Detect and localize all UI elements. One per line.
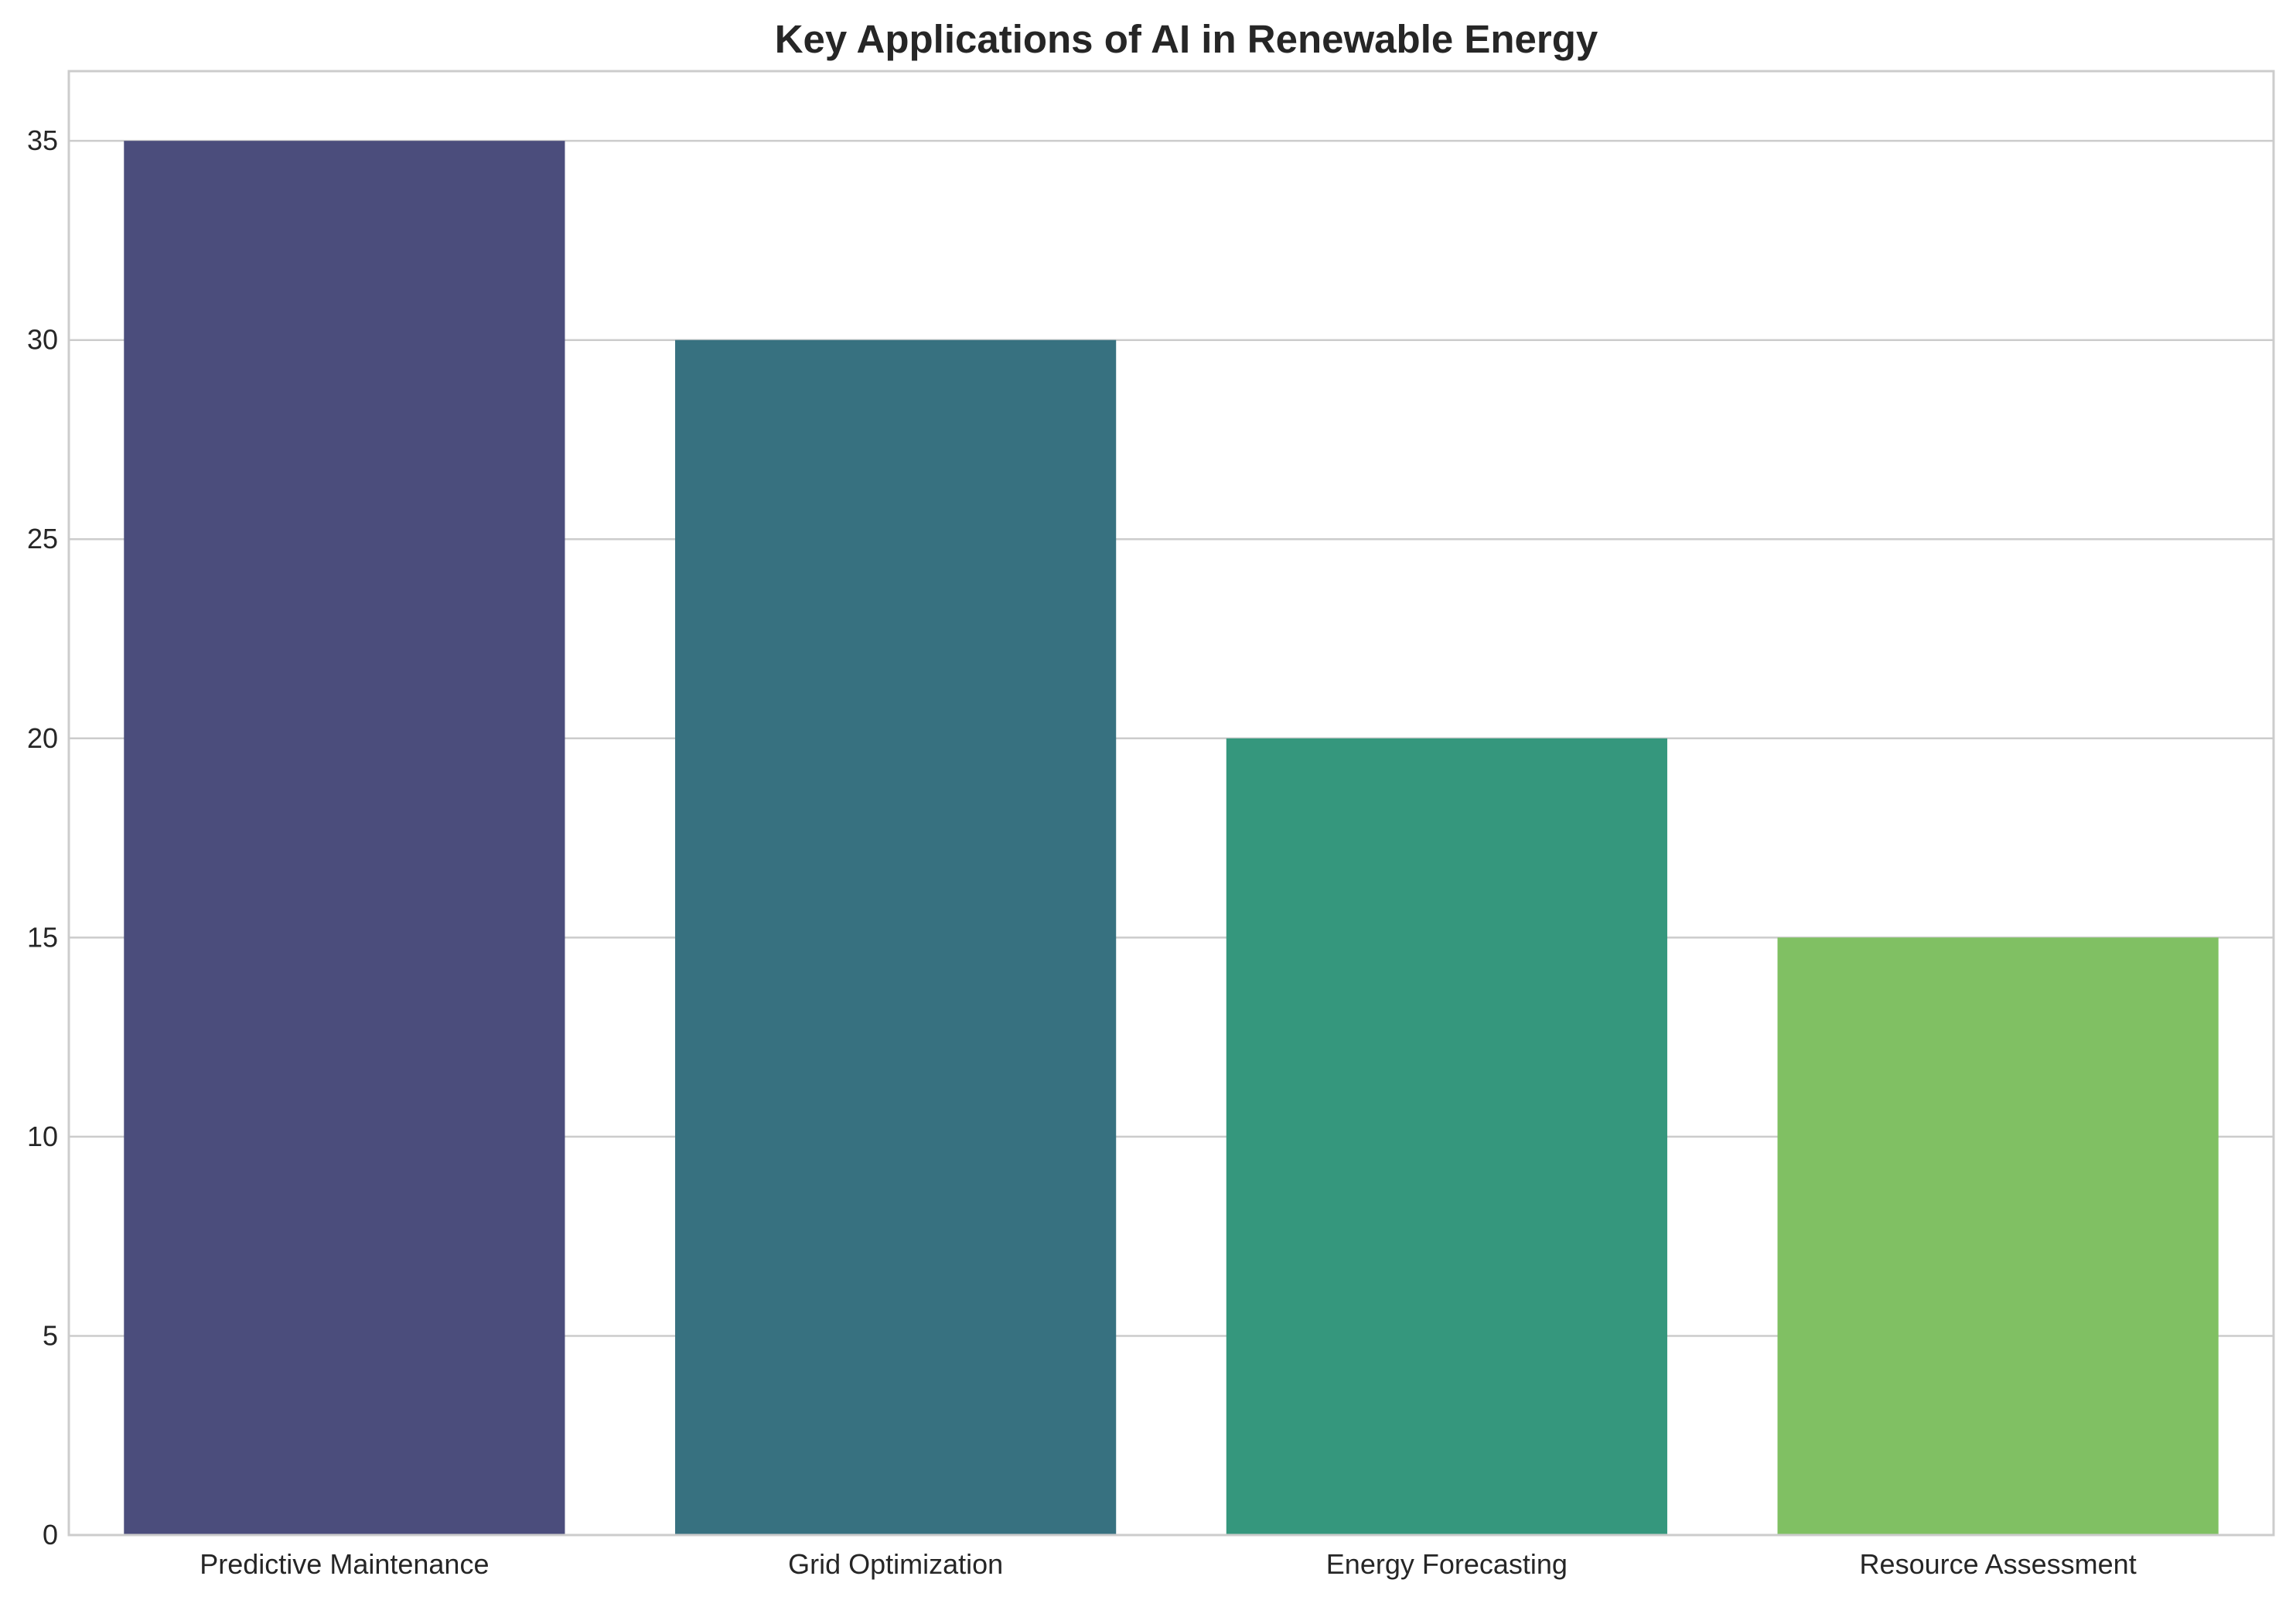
y-tick-label: 30 — [27, 324, 58, 356]
y-tick-label: 35 — [27, 125, 58, 156]
y-tick-label: 10 — [27, 1121, 58, 1152]
y-tick-label: 20 — [27, 722, 58, 754]
bar-resource-assessment — [1777, 937, 2219, 1535]
y-tick-label: 0 — [43, 1519, 58, 1551]
chart-title: Key Applications of AI in Renewable Ener… — [775, 17, 1598, 61]
x-tick-label: Grid Optimization — [788, 1548, 1003, 1580]
y-tick-label: 15 — [27, 921, 58, 953]
bar-grid-optimization — [675, 339, 1117, 1536]
x-axis-ticks: Predictive Maintenance Grid Optimization E… — [200, 1548, 2136, 1580]
x-tick-label: Predictive Maintenance — [200, 1548, 489, 1580]
bar-energy-forecasting — [1226, 738, 1667, 1535]
y-axis-ticks: 0 5 10 15 20 25 30 35 — [27, 125, 58, 1551]
x-tick-label: Energy Forecasting — [1326, 1548, 1568, 1580]
y-tick-label: 25 — [27, 523, 58, 554]
x-tick-label: Resource Assessment — [1860, 1548, 2137, 1580]
plot-frame — [67, 70, 2275, 1537]
bar-predictive-maintenance — [124, 141, 565, 1536]
bars — [124, 141, 2219, 1536]
y-tick-label: 5 — [43, 1319, 58, 1351]
